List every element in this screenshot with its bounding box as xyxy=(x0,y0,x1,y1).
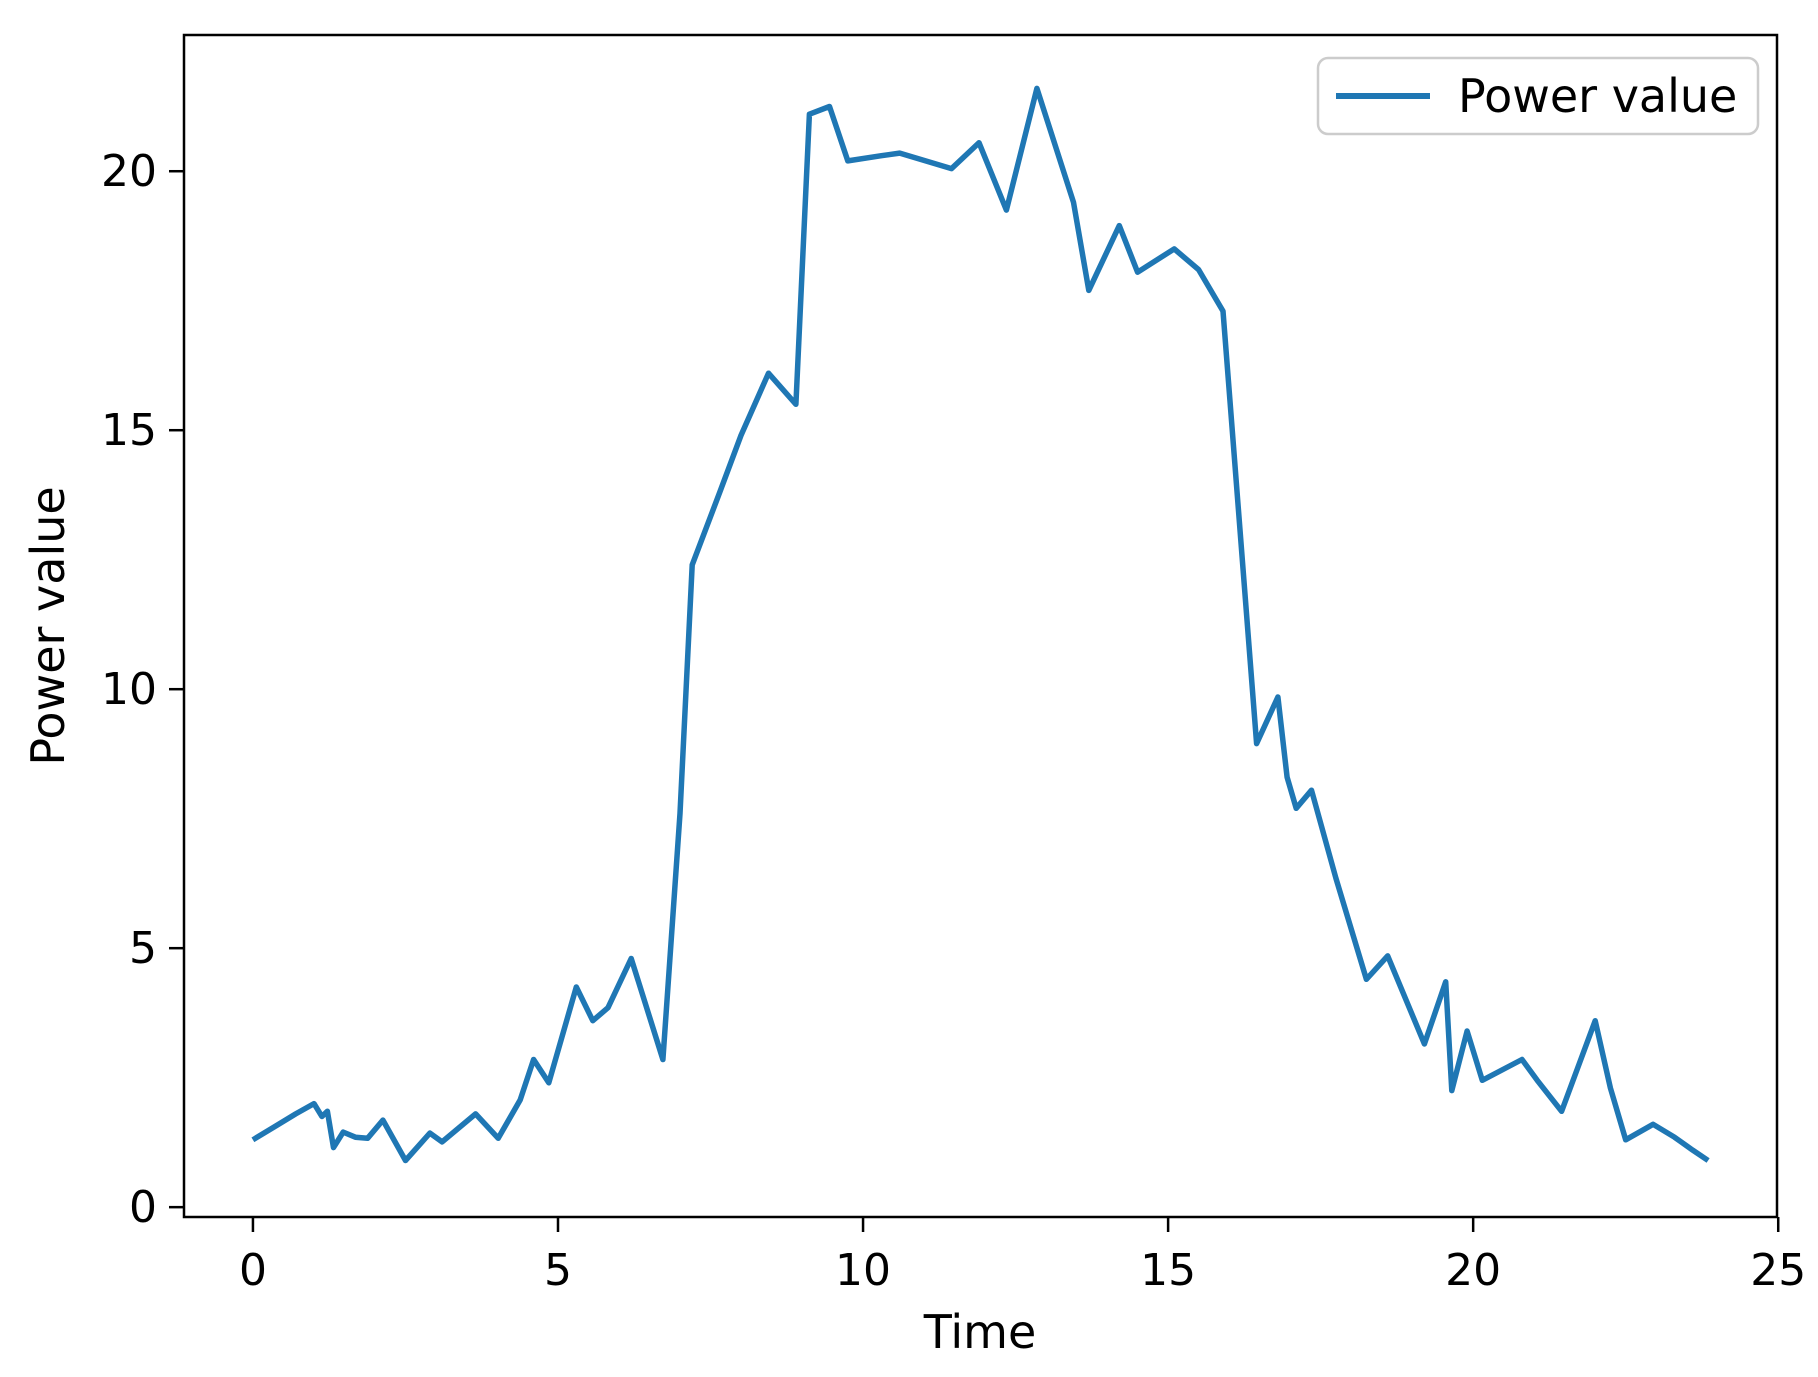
x-tick-label: 5 xyxy=(544,1245,572,1296)
x-axis-label: Time xyxy=(923,1305,1037,1359)
y-tick-label: 0 xyxy=(129,1182,157,1233)
power-value-line xyxy=(251,85,1710,1164)
y-tick-label: 20 xyxy=(101,146,157,197)
legend-box xyxy=(1316,56,1760,136)
legend-label: Power value xyxy=(1458,69,1737,123)
y-tick-label: 5 xyxy=(129,923,157,974)
x-tick-label: 15 xyxy=(1140,1245,1196,1296)
plot-border xyxy=(182,33,1779,1219)
y-tick-label: 10 xyxy=(101,664,157,715)
legend: Power value xyxy=(1316,56,1760,136)
y-axis-ticks: 0 5 10 15 20 xyxy=(101,146,184,1233)
y-tick-label: 15 xyxy=(101,405,157,456)
x-tick-label: 10 xyxy=(835,1245,891,1296)
x-tick-label: 25 xyxy=(1750,1245,1806,1296)
y-axis-label: Power value xyxy=(21,486,75,765)
x-tick-label: 0 xyxy=(239,1245,267,1296)
x-tick-label: 20 xyxy=(1445,1245,1501,1296)
x-axis-ticks: 0 5 10 15 20 25 xyxy=(239,1217,1806,1296)
